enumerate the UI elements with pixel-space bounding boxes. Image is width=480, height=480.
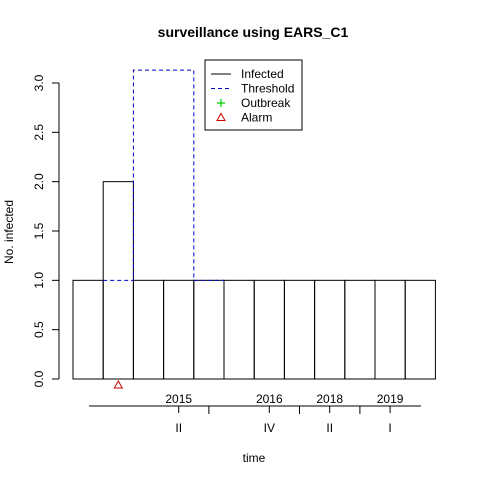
x-quarter-label: IV bbox=[264, 421, 275, 435]
legend-box bbox=[204, 59, 303, 131]
infected-bar bbox=[344, 279, 376, 380]
x-year-label: 2018 bbox=[316, 392, 343, 406]
y-tick-label: 2.0 bbox=[32, 173, 46, 190]
threshold-group bbox=[103, 69, 224, 281]
x-year-label: 2016 bbox=[256, 392, 283, 406]
y-tick-label: 1.0 bbox=[32, 272, 46, 289]
infected-bar bbox=[193, 279, 225, 380]
chart-title: surveillance using EARS_C1 bbox=[158, 24, 349, 40]
y-tick-label: 0.0 bbox=[32, 370, 46, 387]
legend-plus-symbol bbox=[217, 99, 225, 107]
infected-bar bbox=[223, 279, 255, 380]
infected-bar bbox=[404, 279, 436, 380]
x-quarter-label: I bbox=[388, 421, 391, 435]
y-axis: 0.0 0.5 1.0 1.5 2.0 2.5 3.0 bbox=[32, 74, 60, 387]
y-tick-label: 3.0 bbox=[32, 74, 46, 91]
legend-label: Infected bbox=[241, 67, 284, 81]
y-tick-label: 2.5 bbox=[32, 124, 46, 141]
y-tick-label: 1.5 bbox=[32, 222, 46, 239]
y-tick-label: 0.5 bbox=[32, 321, 46, 338]
alarm-marker bbox=[113, 379, 124, 389]
legend-triangle-symbol bbox=[216, 112, 226, 121]
legend-label: Outbreak bbox=[241, 96, 291, 110]
legend-label: Threshold bbox=[241, 82, 294, 96]
infected-bar bbox=[314, 279, 346, 380]
infected-bar bbox=[132, 279, 165, 380]
x-axis-label: time bbox=[243, 451, 266, 465]
x-year-label: 2015 bbox=[165, 392, 192, 406]
infected-bar bbox=[163, 279, 195, 380]
x-quarter-label: II bbox=[326, 421, 333, 435]
infected-bar bbox=[374, 279, 406, 380]
x-quarter-label: II bbox=[175, 421, 182, 435]
x-year-label: 2019 bbox=[377, 392, 404, 406]
infected-bar bbox=[283, 279, 316, 380]
legend-label: Alarm bbox=[241, 111, 272, 125]
alarms-group bbox=[113, 379, 124, 389]
infected-bar bbox=[72, 279, 104, 380]
threshold-line bbox=[103, 69, 224, 281]
infected-bar bbox=[253, 279, 285, 380]
bars-group bbox=[72, 181, 436, 380]
y-axis-label: No. infected bbox=[2, 200, 16, 264]
